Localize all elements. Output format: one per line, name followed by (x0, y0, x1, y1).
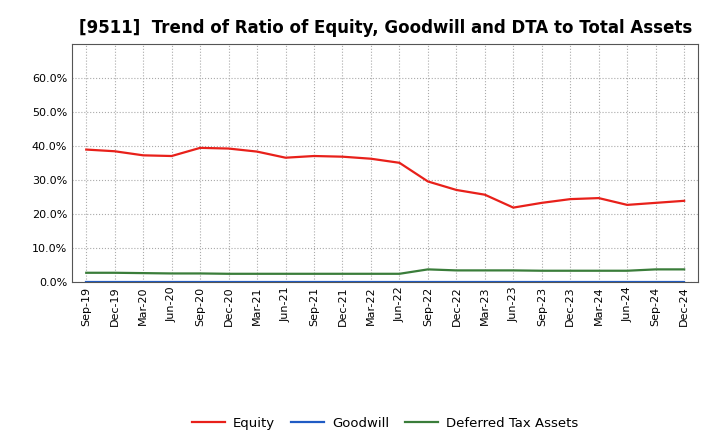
Goodwill (509, 279, 518, 284)
Deferred Tax Assets (282, 271, 290, 276)
Equity (196, 145, 204, 150)
Deferred Tax Assets (452, 268, 461, 273)
Equity (366, 156, 375, 161)
Deferred Tax Assets (623, 268, 631, 273)
Goodwill (537, 279, 546, 284)
Goodwill (395, 279, 404, 284)
Deferred Tax Assets (423, 267, 432, 272)
Equity (680, 198, 688, 203)
Title: [9511]  Trend of Ratio of Equity, Goodwill and DTA to Total Assets: [9511] Trend of Ratio of Equity, Goodwil… (78, 19, 692, 37)
Goodwill (110, 279, 119, 284)
Equity (566, 197, 575, 202)
Goodwill (680, 279, 688, 284)
Deferred Tax Assets (139, 271, 148, 276)
Deferred Tax Assets (509, 268, 518, 273)
Goodwill (566, 279, 575, 284)
Deferred Tax Assets (566, 268, 575, 273)
Deferred Tax Assets (225, 271, 233, 276)
Equity (595, 195, 603, 201)
Goodwill (480, 279, 489, 284)
Goodwill (82, 279, 91, 284)
Goodwill (595, 279, 603, 284)
Goodwill (623, 279, 631, 284)
Equity (537, 200, 546, 205)
Equity (225, 146, 233, 151)
Equity (139, 153, 148, 158)
Deferred Tax Assets (652, 267, 660, 272)
Equity (652, 200, 660, 205)
Equity (509, 205, 518, 210)
Equity (623, 202, 631, 208)
Equity (452, 187, 461, 193)
Equity (282, 155, 290, 160)
Goodwill (139, 279, 148, 284)
Legend: Equity, Goodwill, Deferred Tax Assets: Equity, Goodwill, Deferred Tax Assets (187, 412, 583, 435)
Goodwill (310, 279, 318, 284)
Deferred Tax Assets (167, 271, 176, 276)
Deferred Tax Assets (595, 268, 603, 273)
Goodwill (652, 279, 660, 284)
Deferred Tax Assets (480, 268, 489, 273)
Goodwill (196, 279, 204, 284)
Goodwill (225, 279, 233, 284)
Goodwill (253, 279, 261, 284)
Equity (480, 192, 489, 198)
Deferred Tax Assets (253, 271, 261, 276)
Deferred Tax Assets (680, 267, 688, 272)
Deferred Tax Assets (366, 271, 375, 276)
Deferred Tax Assets (82, 270, 91, 275)
Deferred Tax Assets (110, 270, 119, 275)
Goodwill (282, 279, 290, 284)
Equity (167, 154, 176, 159)
Equity (338, 154, 347, 159)
Equity (310, 154, 318, 159)
Goodwill (423, 279, 432, 284)
Deferred Tax Assets (537, 268, 546, 273)
Deferred Tax Assets (310, 271, 318, 276)
Equity (110, 149, 119, 154)
Line: Equity: Equity (86, 148, 684, 208)
Equity (253, 149, 261, 154)
Line: Deferred Tax Assets: Deferred Tax Assets (86, 269, 684, 274)
Deferred Tax Assets (395, 271, 404, 276)
Deferred Tax Assets (196, 271, 204, 276)
Goodwill (167, 279, 176, 284)
Goodwill (366, 279, 375, 284)
Equity (395, 160, 404, 165)
Goodwill (452, 279, 461, 284)
Equity (423, 179, 432, 184)
Equity (82, 147, 91, 152)
Deferred Tax Assets (338, 271, 347, 276)
Goodwill (338, 279, 347, 284)
